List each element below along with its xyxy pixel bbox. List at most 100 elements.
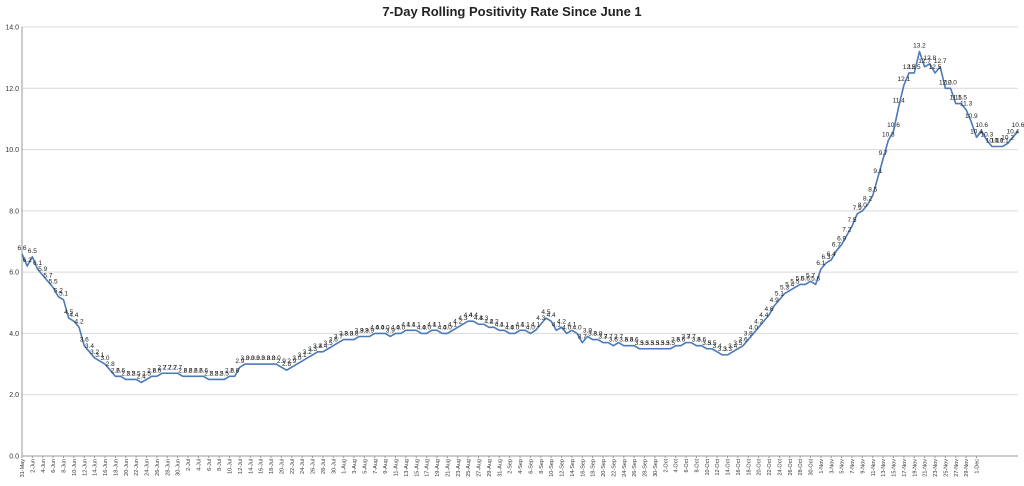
data-label: 5.3	[780, 285, 789, 292]
data-label: 5.5	[790, 278, 799, 285]
x-tick-label: 24-Oct	[777, 459, 783, 476]
data-label: 3.0	[261, 355, 270, 362]
data-label: 12.1	[898, 76, 911, 83]
x-tick-label: 20-Oct	[757, 459, 763, 476]
x-tick-label: 28-Jun	[165, 459, 171, 476]
data-label: 2.9	[277, 358, 286, 365]
x-tick-label: 27-Aug	[477, 459, 483, 477]
x-tick-label: 30-Sep	[653, 459, 659, 477]
data-label: 3.6	[671, 337, 680, 344]
data-label: 3.0	[100, 355, 109, 362]
x-tick-label: 7-Aug	[373, 459, 379, 474]
x-tick-label: 1-Aug	[342, 459, 348, 474]
data-label: 4.1	[531, 321, 540, 328]
x-tick-label: 26-Sep	[632, 459, 638, 477]
data-label: 4.0	[510, 324, 519, 331]
x-tick-label: 6-Oct	[684, 459, 690, 473]
x-tick-label: 5-Aug	[362, 459, 368, 474]
series-layer	[21, 50, 1019, 384]
data-label: 3.0	[266, 355, 275, 362]
x-tick-label: 18-Oct	[746, 459, 752, 476]
x-tick-label: 2-Jul	[186, 459, 192, 471]
x-tick-label: 21-Nov	[923, 459, 929, 477]
x-tick-label: 26-Oct	[788, 459, 794, 476]
data-label: 2.5	[204, 370, 213, 377]
data-label: 4.0	[375, 324, 384, 331]
y-tick-label: 0.0	[9, 454, 19, 461]
x-tick-label: 16-Jul	[259, 459, 265, 474]
x-tick-label: 8-Sep	[539, 459, 545, 474]
x-tick-label: 12-Oct	[715, 459, 721, 476]
x-tick-label: 18-Jul	[269, 459, 275, 474]
x-tick-label: 24-Sep	[622, 459, 628, 477]
y-tick-label: 6.0	[9, 270, 19, 277]
data-label: 2.7	[158, 364, 167, 371]
data-label: 12.5	[903, 64, 916, 71]
x-tick-label: 25-Aug	[466, 459, 472, 477]
data-label: 4.1	[515, 321, 524, 328]
x-tick-label: 28-Sep	[643, 459, 649, 477]
data-label: 3.7	[598, 334, 607, 341]
data-label: 6.2	[23, 257, 32, 264]
data-label: 6.9	[837, 236, 846, 243]
data-label: 4.1	[432, 321, 441, 328]
data-label: 3.7	[681, 334, 690, 341]
data-label: 3.7	[687, 334, 696, 341]
data-label: 2.7	[173, 364, 182, 371]
data-label: 3.5	[635, 340, 644, 347]
data-label: 6.5	[28, 248, 37, 255]
data-label: 3.4	[728, 343, 737, 350]
data-label: 11.5	[950, 95, 963, 102]
x-tick-label: 5-Nov	[840, 459, 846, 474]
data-label: 3.5	[324, 340, 333, 347]
x-tick-label: 15-Nov	[892, 459, 898, 477]
data-label: 10.3	[882, 131, 895, 138]
x-tick-label: 2-Oct	[663, 459, 669, 473]
data-label: 3.9	[386, 327, 395, 334]
x-tick-label: 3-Nov	[829, 459, 835, 474]
x-tick-label: 8-Jul	[217, 459, 223, 471]
data-label: 4.0	[573, 324, 582, 331]
data-label: 2.6	[152, 367, 161, 374]
data-label: 3.3	[718, 346, 727, 353]
data-label: 10.3	[981, 131, 994, 138]
data-label: 4.4	[547, 312, 556, 319]
x-tick-label: 20-Sep	[601, 459, 607, 477]
data-label: 5.1	[775, 291, 784, 298]
x-tick-label: 31-May	[20, 459, 26, 478]
data-label: 6.6	[17, 245, 26, 252]
data-label: 12.8	[923, 55, 936, 62]
y-tick-label: 8.0	[9, 208, 19, 215]
x-tick-label: 22-Jun	[134, 459, 140, 476]
data-label: 2.6	[183, 367, 192, 374]
data-label: 10.4	[970, 128, 983, 135]
data-label: 12.5	[929, 64, 942, 71]
data-label: 3.2	[90, 349, 99, 356]
x-tick-label: 17-Nov	[902, 459, 908, 477]
data-label: 4.0	[749, 324, 758, 331]
x-tick-label: 7-Nov	[850, 459, 856, 474]
x-tick-label: 8-Oct	[694, 459, 700, 473]
data-label: 7.2	[842, 226, 851, 233]
data-label: 10.2	[1001, 134, 1014, 141]
x-tick-label: 4-Jun	[41, 459, 47, 473]
data-label: 2.5	[142, 370, 151, 377]
data-label: 4.0	[381, 324, 390, 331]
data-label: 3.7	[614, 334, 623, 341]
x-tick-label: 15-Aug	[414, 459, 420, 477]
x-tick-label: 2-Jun	[30, 459, 36, 473]
x-tick-label: 25-Nov	[943, 459, 949, 477]
data-label: 5.6	[811, 275, 820, 282]
data-label: 3.9	[355, 327, 364, 334]
data-label: 7.5	[847, 217, 856, 224]
x-tick-label: 30-Jul	[331, 459, 337, 474]
data-label: 12.7	[934, 58, 947, 65]
x-tick-label: 26-Jul	[311, 459, 317, 474]
data-label: 3.9	[583, 327, 592, 334]
x-tick-label: 23-Aug	[456, 459, 462, 477]
data-label: 3.1	[298, 352, 307, 359]
chart-title: 7-Day Rolling Positivity Rate Since June…	[382, 4, 641, 19]
data-label: 3.0	[251, 355, 260, 362]
x-tick-label: 28-Jul	[321, 459, 327, 474]
x-tick-label: 14-Jul	[248, 459, 254, 474]
